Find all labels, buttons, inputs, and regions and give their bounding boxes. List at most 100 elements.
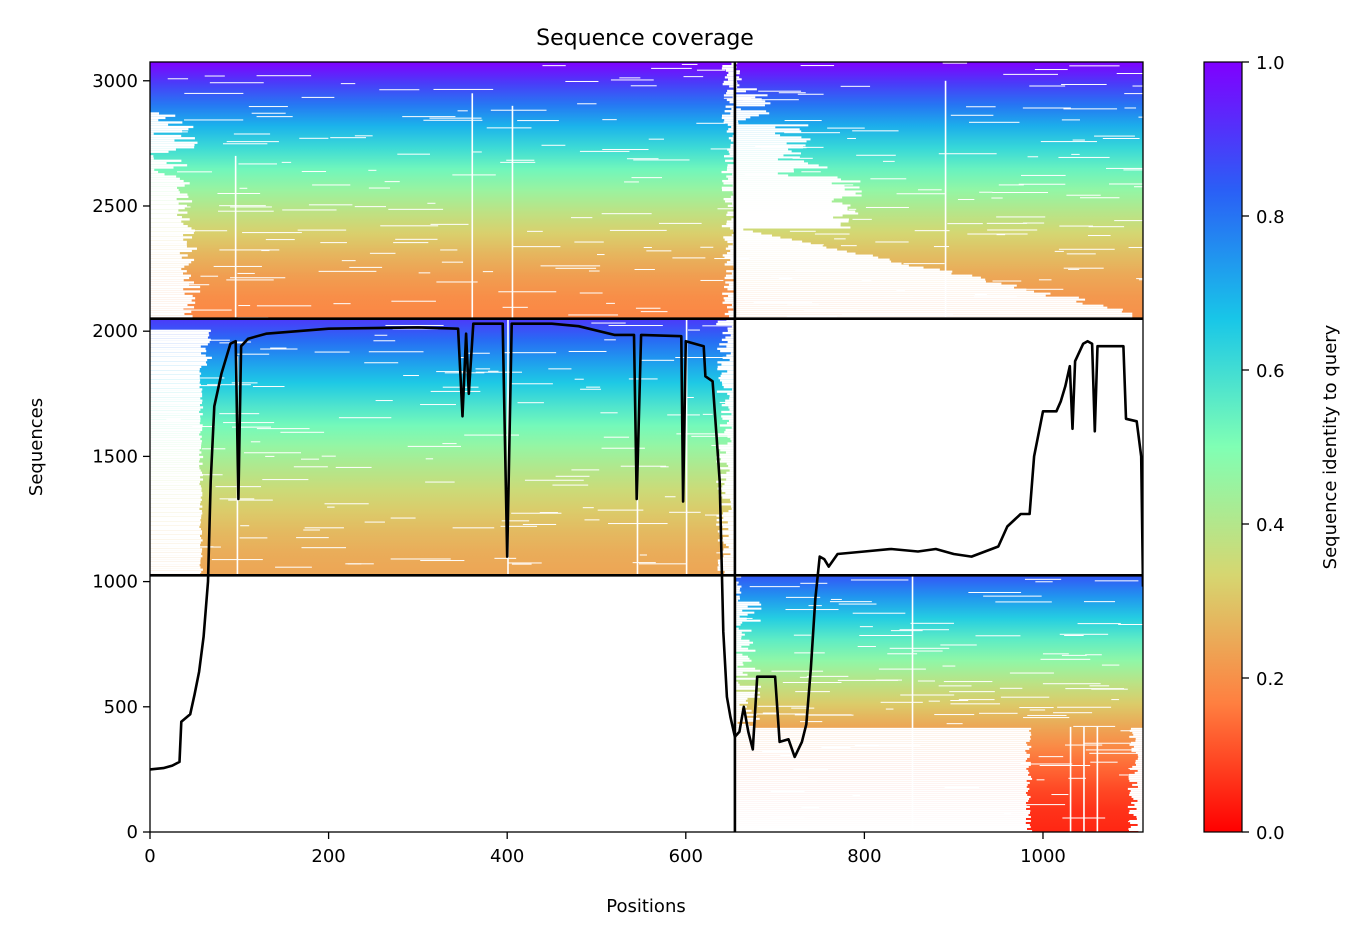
gap-mark [734, 807, 1027, 810]
gap-mark [150, 243, 187, 246]
gap-mark [1130, 821, 1143, 824]
gap-mark [734, 747, 1030, 750]
gap-mark [922, 814, 951, 816]
gap-mark [771, 670, 824, 672]
gap-mark [626, 158, 659, 160]
gap-mark [150, 139, 175, 142]
gap-mark [1137, 781, 1143, 784]
gap-mark [856, 154, 896, 156]
gap-mark [1137, 823, 1143, 826]
gap-mark [734, 813, 1029, 816]
gap-mark [725, 274, 735, 277]
gap-mark [721, 381, 735, 384]
gap-mark [721, 67, 735, 70]
gap-mark [726, 478, 735, 481]
gap-mark [734, 741, 1027, 744]
gap-mark [568, 314, 619, 316]
gap-mark [1132, 731, 1143, 734]
gap-mark [778, 92, 806, 94]
gap-mark [242, 232, 302, 234]
gap-mark [734, 737, 1031, 740]
gap-mark [150, 491, 203, 495]
gap-mark [239, 187, 248, 189]
gap-mark [193, 230, 228, 232]
gap-mark [1129, 809, 1143, 812]
gap-mark [150, 555, 203, 558]
gap-mark [330, 137, 367, 139]
gap-mark [723, 94, 735, 97]
gap-mark [150, 294, 193, 298]
coverage-line [150, 322, 1143, 771]
gap-mark [729, 469, 735, 472]
gap-mark [507, 318, 509, 576]
gap-mark [1129, 735, 1143, 738]
gap-mark [320, 242, 347, 244]
gap-mark [793, 184, 854, 186]
gap-mark [933, 246, 950, 248]
gap-mark [150, 494, 203, 497]
gap-mark [830, 598, 842, 600]
gap-mark [1059, 633, 1109, 635]
gap-mark [847, 137, 856, 139]
gap-mark [726, 198, 785, 200]
gap-mark [734, 635, 742, 638]
gap-mark [734, 116, 751, 119]
gap-mark [150, 222, 184, 226]
gap-mark [1133, 813, 1143, 816]
gap-mark [734, 777, 1033, 780]
gap-mark [150, 440, 202, 443]
gap-mark [717, 208, 769, 210]
gap-mark [717, 347, 735, 350]
gap-mark [527, 230, 543, 232]
gap-mark [1088, 226, 1125, 228]
gap-mark [150, 548, 203, 551]
gap-mark [795, 691, 830, 693]
gap-mark [150, 413, 203, 416]
y-tick-label: 3000 [92, 71, 138, 92]
gap-texture [150, 62, 1143, 832]
x-tick-label: 200 [311, 846, 345, 867]
gap-mark [150, 175, 177, 178]
gap-mark [1009, 672, 1054, 674]
x-tick-label: 400 [490, 846, 524, 867]
gap-mark [861, 279, 872, 281]
gap-mark [728, 546, 735, 549]
gap-mark [696, 69, 726, 71]
gap-mark [734, 633, 745, 636]
gap-mark [1087, 235, 1111, 237]
gap-mark [734, 687, 758, 690]
gap-mark [1128, 768, 1143, 770]
gap-mark [734, 82, 738, 85]
gap-mark [734, 749, 1026, 752]
gap-mark [719, 401, 769, 403]
gap-mark [734, 78, 742, 81]
gap-mark [729, 152, 735, 156]
gap-mark [911, 575, 914, 832]
gap-mark [950, 114, 994, 116]
gap-mark [749, 586, 800, 588]
gap-mark [1118, 623, 1143, 625]
gap-mark [1136, 815, 1143, 818]
gap-mark [734, 76, 740, 79]
gap-mark [498, 291, 557, 293]
gap-mark [734, 142, 787, 145]
gap-mark [1094, 580, 1139, 582]
gap-mark [150, 329, 211, 332]
gap-mark [734, 791, 1026, 794]
gap-mark [834, 238, 846, 240]
gap-mark [734, 306, 1108, 309]
gap-mark [340, 83, 356, 85]
gap-mark [724, 312, 735, 316]
gap-mark [900, 694, 955, 696]
gap-mark [150, 406, 204, 409]
gap-mark [150, 566, 201, 569]
gap-mark [228, 499, 273, 501]
gap-mark [1042, 683, 1101, 685]
gap-mark [734, 781, 1030, 784]
gap-mark [734, 236, 781, 239]
gap-mark [150, 476, 201, 479]
gap-mark [731, 62, 735, 66]
gap-mark [777, 827, 794, 829]
gap-mark [524, 479, 584, 481]
gap-mark [651, 67, 692, 69]
